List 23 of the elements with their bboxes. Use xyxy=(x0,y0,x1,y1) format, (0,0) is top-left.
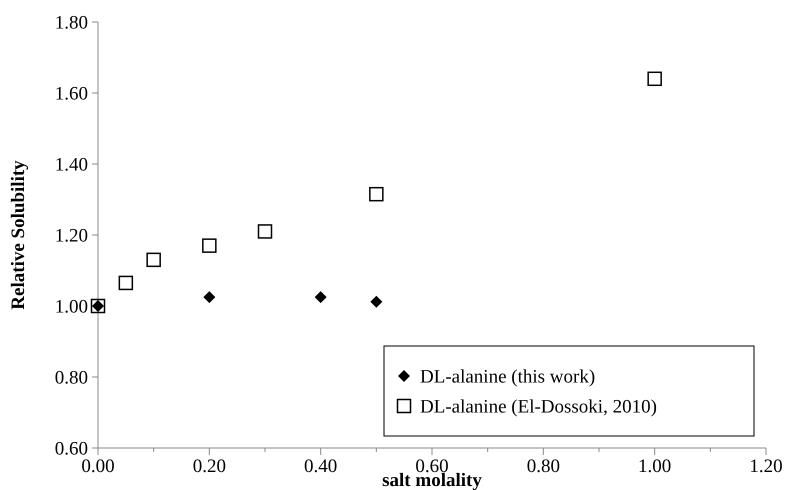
legend-label: DL-alanine (El-Dossoki, 2010) xyxy=(420,396,657,418)
y-tick-label: 1.40 xyxy=(54,154,88,176)
legend-label: DL-alanine (this work) xyxy=(420,366,596,388)
y-tick-label: 0.80 xyxy=(54,368,88,389)
point xyxy=(314,291,327,304)
x-tick-label: 0.80 xyxy=(526,456,560,477)
x-tick-label: 1.20 xyxy=(749,456,783,477)
x-tick-label: 1.00 xyxy=(638,456,672,477)
point xyxy=(647,72,662,86)
point xyxy=(203,291,216,304)
point xyxy=(146,252,161,268)
x-tick-label: 0.20 xyxy=(192,456,226,477)
point xyxy=(369,186,384,202)
y-tick-label: 1.60 xyxy=(54,84,88,105)
point xyxy=(202,238,217,253)
point xyxy=(118,276,134,290)
y-tick-label: 1.80 xyxy=(54,12,88,34)
point xyxy=(370,296,382,308)
y-tick-label: 1.20 xyxy=(54,226,88,247)
y-tick-label: 1.00 xyxy=(54,296,88,318)
x-tick-label: 0.40 xyxy=(304,456,338,477)
point xyxy=(258,224,272,239)
y-axis-title: Relative Solubility xyxy=(8,160,29,310)
